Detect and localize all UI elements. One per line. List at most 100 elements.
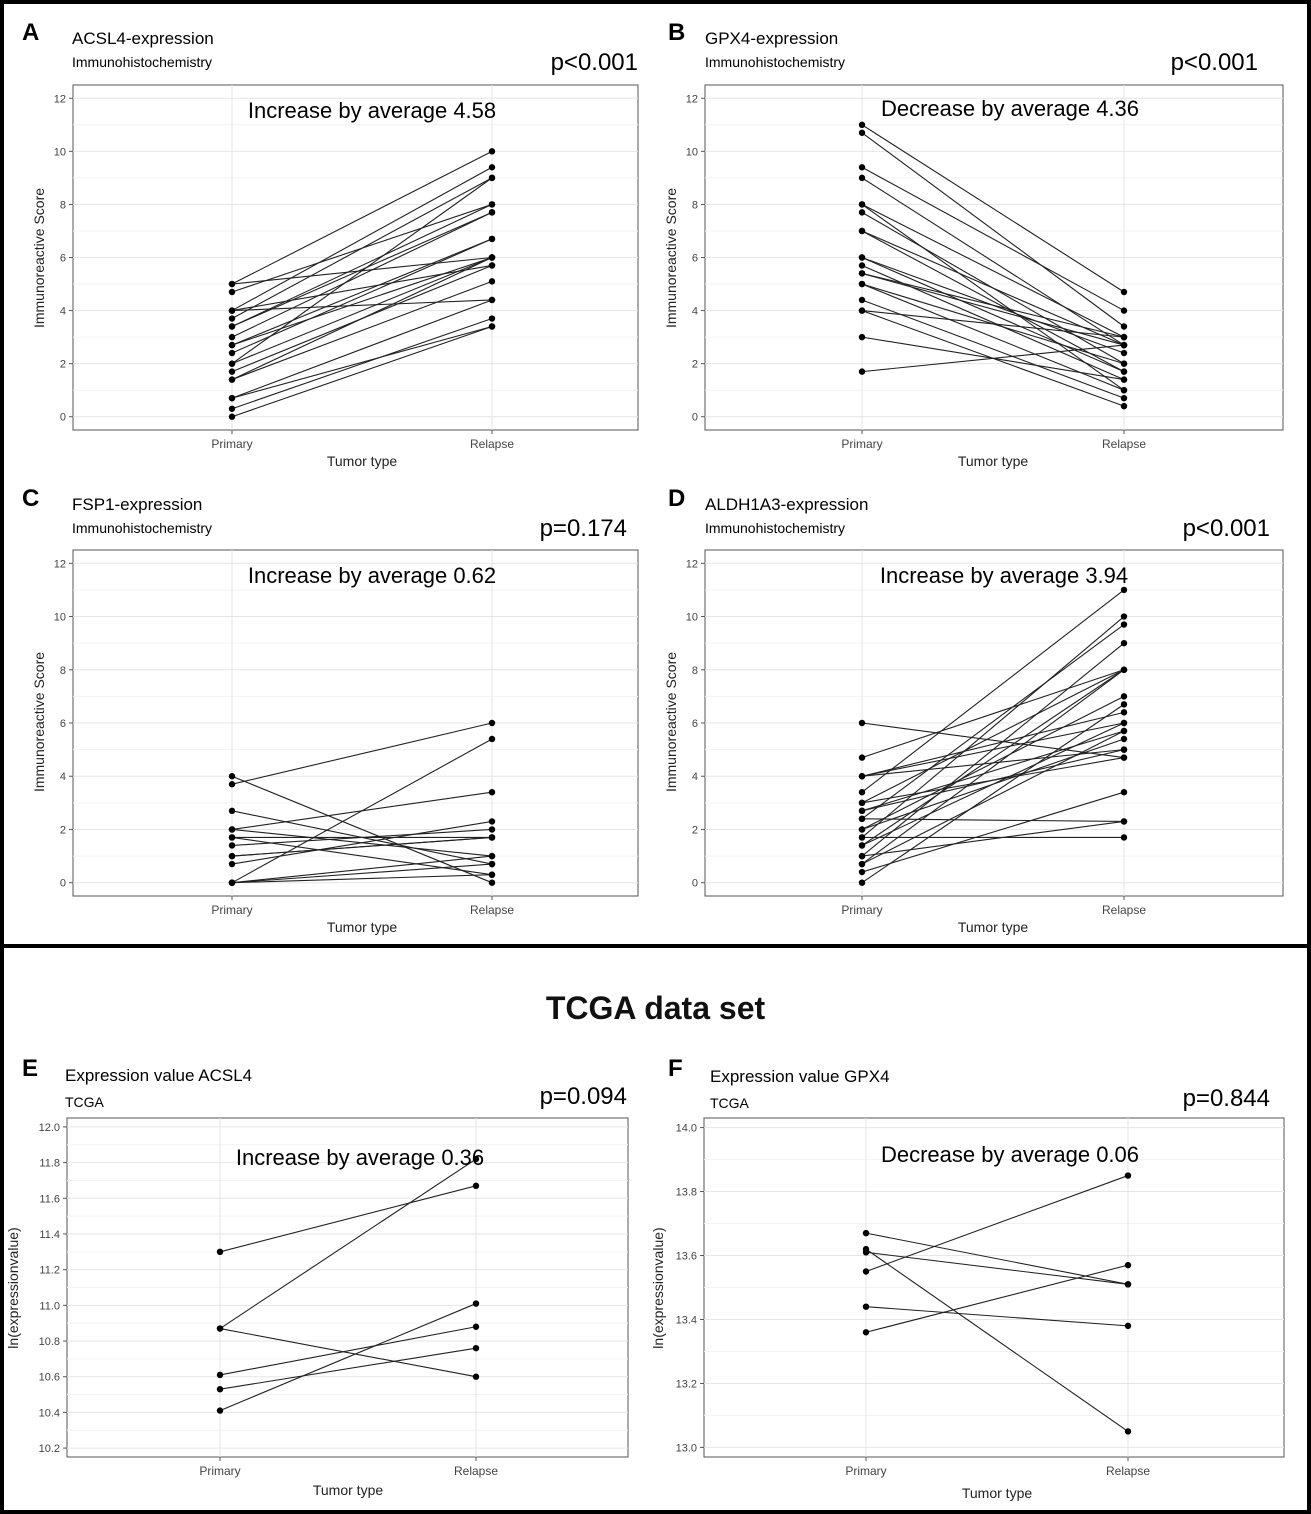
data-point-relapse — [1120, 613, 1128, 620]
y-tick-label: 2 — [60, 824, 66, 836]
data-point-relapse — [1120, 394, 1128, 402]
data-point-primary — [858, 368, 866, 375]
data-point-primary — [216, 1325, 224, 1332]
pair-line — [861, 695, 1125, 830]
pair-line — [861, 344, 1125, 373]
data-point-primary — [858, 799, 866, 807]
data-point-primary — [858, 262, 866, 269]
data-point-primary — [858, 807, 866, 815]
y-tick-label: 4 — [60, 771, 66, 783]
data-point-relapse — [488, 871, 496, 878]
data-point-relapse — [488, 262, 496, 269]
chart-title: ALDH1A3-expression — [705, 495, 868, 514]
data-point-relapse — [1124, 1428, 1132, 1435]
y-axis-label: ln(expressionvalue) — [650, 1227, 666, 1348]
pair-line — [861, 791, 1125, 873]
pair-line — [865, 1264, 1129, 1333]
x-tick-label: Primary — [211, 437, 252, 451]
pair-line — [861, 230, 1125, 373]
pair-line — [219, 1327, 477, 1378]
pair-line — [861, 818, 1125, 823]
y-axis-label: Immunoreactive Score — [31, 652, 47, 792]
data-point-relapse — [472, 1155, 480, 1163]
data-point-relapse — [1120, 834, 1128, 841]
panel-letter: D — [668, 485, 685, 512]
pair-line — [231, 325, 493, 418]
y-tick-label: 10.4 — [39, 1407, 60, 1419]
y-tick-label: 12 — [686, 558, 698, 570]
pair-line — [861, 730, 1125, 812]
data-point-primary — [228, 781, 236, 788]
data-point-relapse — [488, 315, 496, 322]
data-point-relapse — [1124, 1261, 1132, 1269]
y-tick-label: 13.6 — [676, 1251, 697, 1263]
p-value: p=0.174 — [540, 515, 627, 542]
data-point-relapse — [1124, 1281, 1132, 1288]
data-point-primary — [228, 360, 236, 367]
data-point-primary — [858, 129, 866, 136]
y-tick-label: 12 — [686, 93, 698, 105]
data-point-relapse — [488, 235, 496, 243]
p-value: p<0.001 — [551, 49, 638, 76]
data-point-relapse — [1120, 368, 1128, 375]
pair-line — [861, 589, 1125, 793]
data-point-relapse — [1120, 307, 1128, 314]
y-tick-label: 11.4 — [39, 1229, 60, 1241]
data-point-primary — [216, 1407, 224, 1414]
panel-letter: F — [668, 1055, 683, 1082]
change-annotation: Increase by average 3.94 — [880, 563, 1128, 588]
pair-line — [861, 124, 1125, 293]
data-point-primary — [228, 834, 236, 841]
data-point-primary — [862, 1268, 870, 1275]
pair-line — [861, 730, 1125, 865]
data-point-primary — [228, 341, 236, 349]
x-axis-label: Tumor type — [958, 919, 1028, 935]
data-point-primary — [858, 852, 866, 860]
p-value: p=0.844 — [1183, 1085, 1270, 1112]
data-point-primary — [228, 368, 236, 375]
y-tick-label: 6 — [692, 253, 698, 265]
data-point-relapse — [1120, 323, 1128, 330]
pair-line — [231, 150, 493, 285]
data-point-primary — [858, 826, 866, 833]
pair-line — [861, 177, 1125, 346]
x-tick-label: Relapse — [1106, 1464, 1150, 1478]
p-value: p<0.001 — [1183, 515, 1270, 542]
pair-line — [231, 264, 493, 312]
y-tick-label: 2 — [692, 824, 698, 836]
data-point-relapse — [1120, 701, 1128, 708]
pair-line — [861, 669, 1125, 865]
y-tick-label: 10 — [54, 146, 66, 158]
pair-line — [861, 203, 1125, 338]
chart-title: GPX4-expression — [705, 29, 838, 48]
y-tick-label: 8 — [692, 199, 698, 211]
y-tick-label: 6 — [692, 718, 698, 730]
data-point-relapse — [1120, 386, 1128, 394]
data-point-primary — [858, 164, 866, 171]
pair-line — [861, 722, 1125, 846]
pair-line — [219, 1185, 477, 1253]
y-tick-label: 12 — [54, 558, 66, 570]
y-tick-label: 10.8 — [39, 1336, 60, 1348]
data-point-relapse — [488, 818, 496, 825]
y-tick-label: 10 — [686, 146, 698, 158]
data-point-relapse — [1120, 735, 1128, 743]
chart-title: Expression value GPX4 — [710, 1067, 890, 1086]
y-tick-label: 12.0 — [39, 1122, 60, 1134]
x-tick-label: Relapse — [470, 903, 514, 917]
tcga-section-title: TCGA data set — [545, 990, 766, 1026]
x-tick-label: Primary — [199, 1464, 240, 1478]
pair-line — [231, 820, 493, 865]
data-point-primary — [228, 773, 236, 780]
pair-line — [231, 238, 493, 354]
data-point-relapse — [1120, 333, 1128, 341]
y-axis-label: Immunoreactive Score — [663, 652, 679, 792]
panel-letter: C — [22, 485, 39, 512]
pair-line — [861, 283, 1125, 365]
data-point-relapse — [488, 719, 496, 727]
chart-subtitle: Immunohistochemistry — [72, 54, 212, 70]
data-point-relapse — [488, 164, 496, 171]
data-point-primary — [228, 376, 236, 383]
data-point-relapse — [488, 789, 496, 796]
data-point-relapse — [1120, 349, 1128, 357]
